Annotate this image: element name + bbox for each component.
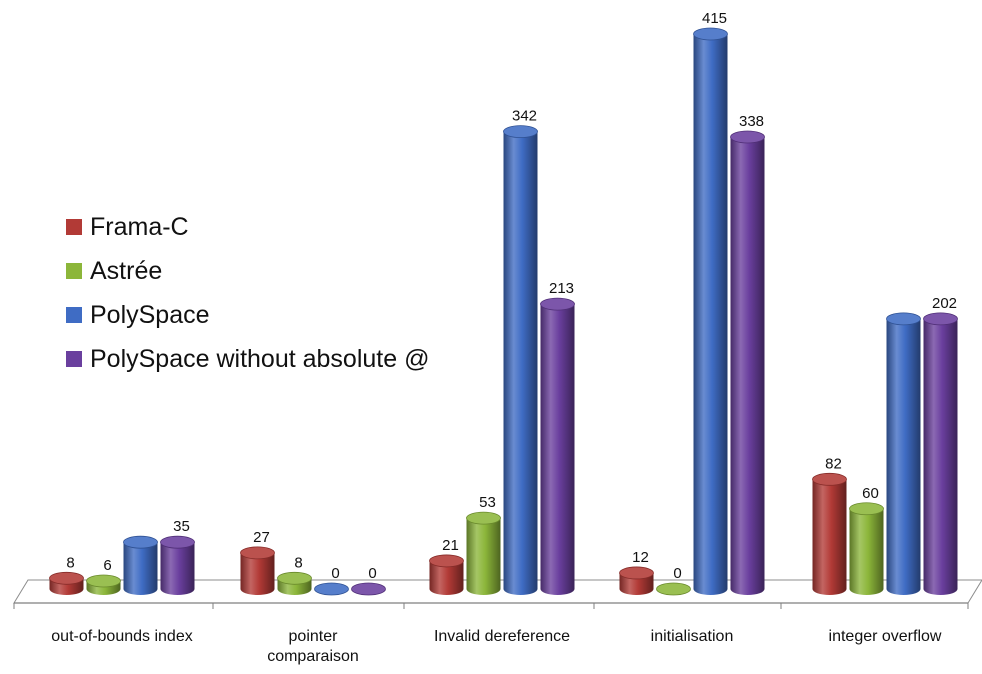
legend-swatch [66,307,82,323]
bar [849,502,884,595]
legend-label: Astrée [90,256,163,285]
bar [123,535,158,595]
data-label: 202 [932,295,957,312]
data-label: 342 [512,108,537,125]
x-tick-label: initialisation [651,628,734,645]
legend-label: PolySpace without absolute @ [90,344,430,373]
legend-swatch [66,351,82,367]
bar [429,554,464,595]
data-label: 12 [632,549,649,566]
legend-swatch [66,219,82,235]
data-label: 8 [294,554,302,571]
bar [540,297,575,595]
bar [466,511,501,595]
data-label: 8 [66,554,74,571]
bar [693,27,728,595]
bar [812,472,847,595]
x-tick-label: pointer comparaison [267,628,359,665]
data-label: 53 [479,494,496,511]
bar [160,535,195,595]
data-label: 0 [368,565,376,582]
data-label: 27 [253,529,270,546]
legend-label: Frama-C [90,212,189,241]
data-label: 6 [103,557,111,574]
x-tick-label: integer overflow [829,628,942,645]
bar [240,546,275,595]
data-label: 0 [331,565,339,582]
data-label: 415 [702,10,727,27]
bar [656,582,691,596]
bar [619,566,654,595]
bar [49,571,84,595]
x-tick-label: out-of-bounds index [51,628,192,645]
data-label: 82 [825,455,842,472]
bar [503,125,538,595]
legend: Frama-C Astrée PolySpace PolySpace without … [66,205,429,381]
data-label: 0 [673,565,681,582]
x-tick-label: Invalid dereference [434,628,570,645]
bar [277,571,312,595]
bar [923,312,958,595]
data-label: 60 [862,485,879,502]
bar [86,574,121,595]
data-label: 35 [173,518,190,535]
bar [351,582,386,596]
bar [886,312,921,595]
legend-item: Frama-C [66,205,429,249]
data-label: 21 [442,537,459,554]
legend-item: Astrée [66,249,429,293]
legend-label: PolySpace [90,300,210,329]
bar [314,582,349,596]
legend-swatch [66,263,82,279]
bar [730,130,765,596]
data-label: 338 [739,113,764,130]
legend-item: PolySpace [66,293,429,337]
legend-item: PolySpace without absolute @ [66,337,429,381]
data-label: 213 [549,280,574,297]
